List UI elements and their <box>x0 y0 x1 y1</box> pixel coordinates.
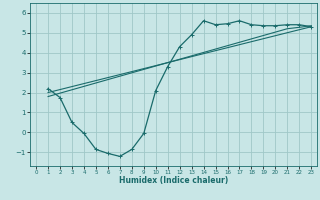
X-axis label: Humidex (Indice chaleur): Humidex (Indice chaleur) <box>119 176 228 185</box>
